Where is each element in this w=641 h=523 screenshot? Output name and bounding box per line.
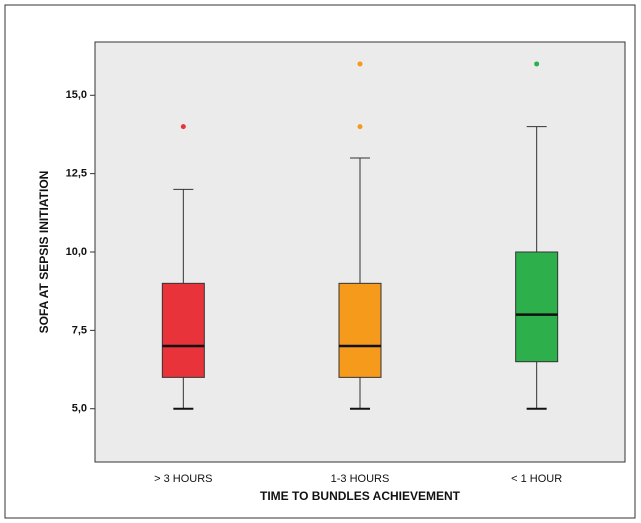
x-tick-label: 1-3 HOURS (331, 473, 390, 485)
box (338, 282, 382, 378)
x-tick-label: < 1 HOUR (511, 473, 562, 485)
outlier (180, 124, 186, 130)
box (161, 282, 205, 378)
y-tick-label: 7,5 (72, 324, 87, 336)
y-tick-label: 5,0 (72, 403, 87, 415)
y-tick-label: 12,5 (66, 168, 87, 180)
outlier (357, 61, 363, 67)
box (515, 251, 559, 363)
x-tick-label: > 3 HOURS (154, 473, 212, 485)
y-tick-label: 10,0 (66, 246, 87, 258)
outlier (357, 124, 363, 130)
y-axis-title: SOFA AT SEPSIS INITIATION (37, 171, 51, 334)
y-tick-label: 15,0 (66, 89, 87, 101)
outlier (534, 61, 540, 67)
x-axis-title: TIME TO BUNDLES ACHIEVEMENT (260, 489, 461, 503)
